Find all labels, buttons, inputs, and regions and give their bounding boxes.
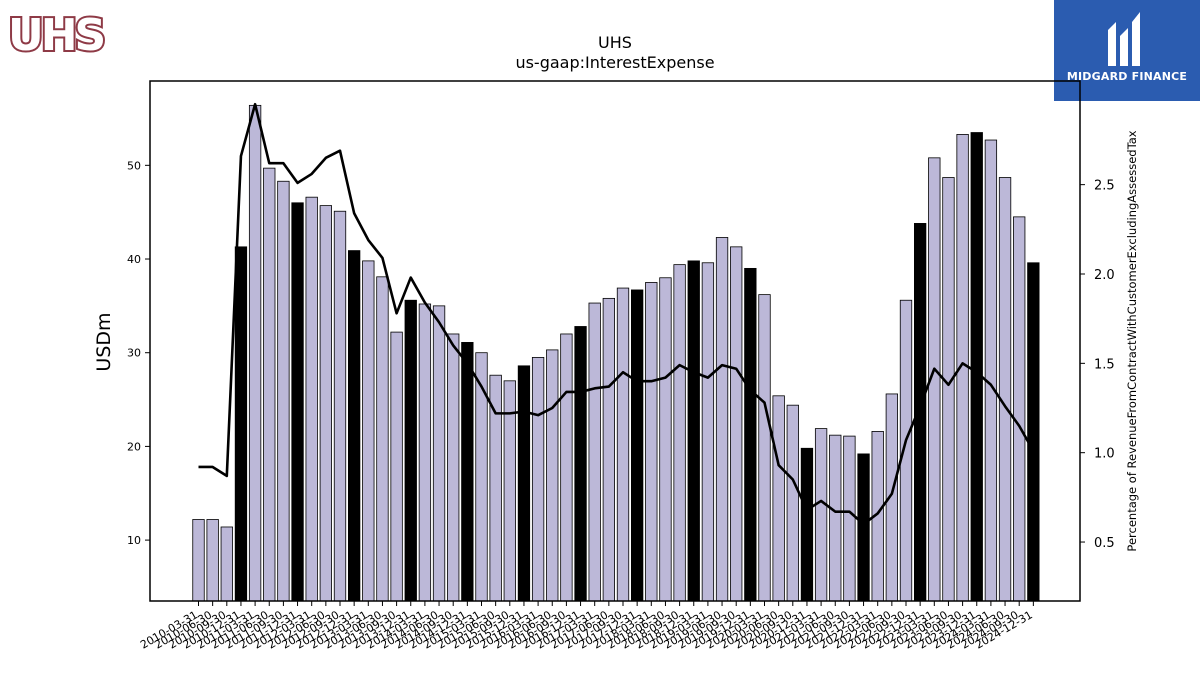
- bar: [546, 349, 559, 602]
- bar: [418, 303, 432, 602]
- bar: [461, 342, 474, 602]
- bar: [248, 104, 262, 602]
- bar: [475, 352, 488, 602]
- y-axis-label: USDm: [93, 312, 115, 371]
- bar: [362, 260, 375, 602]
- bar: [758, 294, 771, 602]
- bar: [390, 331, 403, 602]
- bar: [432, 305, 446, 602]
- bar: [1027, 262, 1040, 602]
- bar: [263, 167, 276, 602]
- bar: [857, 453, 870, 602]
- y2-tick-label: 2.5: [1094, 179, 1115, 194]
- bar: [574, 326, 587, 602]
- bar: [970, 132, 983, 602]
- midgard-finance-logo: MIDGARD FINANCE: [1054, 0, 1200, 101]
- y2-axis-label: Percentage of RevenueFromContractWithCus…: [1125, 130, 1139, 551]
- bar: [404, 299, 417, 602]
- bar: [602, 297, 615, 602]
- y2-tick-label: 2.0: [1094, 268, 1115, 283]
- midgard-finance-name: MIDGARD FINANCE: [1066, 70, 1188, 83]
- bar: [786, 404, 799, 602]
- bar: [220, 526, 233, 602]
- bar: [291, 202, 304, 602]
- bar: [673, 264, 686, 602]
- bar: [347, 250, 361, 602]
- y-tick-label: 10: [127, 534, 141, 547]
- bar: [376, 276, 389, 602]
- bar: [914, 223, 927, 602]
- chart-subtitle: us-gaap:InterestExpense: [515, 53, 714, 72]
- bar: [489, 374, 502, 602]
- bar: [192, 519, 205, 602]
- bar: [447, 333, 460, 602]
- bar: [843, 435, 856, 602]
- bar: [319, 205, 333, 602]
- bar: [701, 262, 715, 602]
- bar: [560, 333, 573, 602]
- bar: [517, 365, 531, 602]
- bar: [814, 428, 828, 602]
- bar: [234, 246, 248, 602]
- chart-title: UHS: [598, 33, 632, 52]
- plot-frame: [149, 80, 1081, 602]
- bar: [800, 447, 814, 602]
- bar: [616, 287, 630, 602]
- midgard-mark-icon: [1108, 12, 1140, 66]
- bar: [715, 237, 729, 602]
- bar: [645, 282, 658, 602]
- y2-tick-label: 1.5: [1094, 357, 1115, 372]
- uhs-logo: UHS: [6, 6, 124, 63]
- y-tick-label: 20: [127, 440, 141, 453]
- bar: [744, 267, 757, 602]
- bar: [333, 210, 347, 602]
- bar: [942, 177, 955, 602]
- bar: [1013, 216, 1026, 602]
- bar: [772, 395, 785, 602]
- y-tick-label: 30: [127, 347, 141, 360]
- bar: [687, 260, 700, 602]
- uhs-logo-text: UHS: [8, 10, 104, 58]
- bar: [531, 356, 545, 602]
- bar: [206, 519, 219, 602]
- bar: [730, 246, 743, 602]
- percentage-line: [198, 102, 1035, 526]
- bar: [631, 289, 644, 602]
- y-tick-label: 50: [127, 159, 141, 172]
- bar: [984, 139, 998, 602]
- bar: [998, 177, 1012, 602]
- y2-tick-label: 1.0: [1094, 447, 1115, 462]
- bar: [659, 277, 672, 602]
- bar: [305, 196, 318, 602]
- y2-tick-label: 0.5: [1094, 536, 1115, 551]
- bar: [829, 434, 842, 602]
- bar: [277, 180, 290, 602]
- y-tick-label: 40: [127, 253, 141, 266]
- bar: [588, 302, 601, 602]
